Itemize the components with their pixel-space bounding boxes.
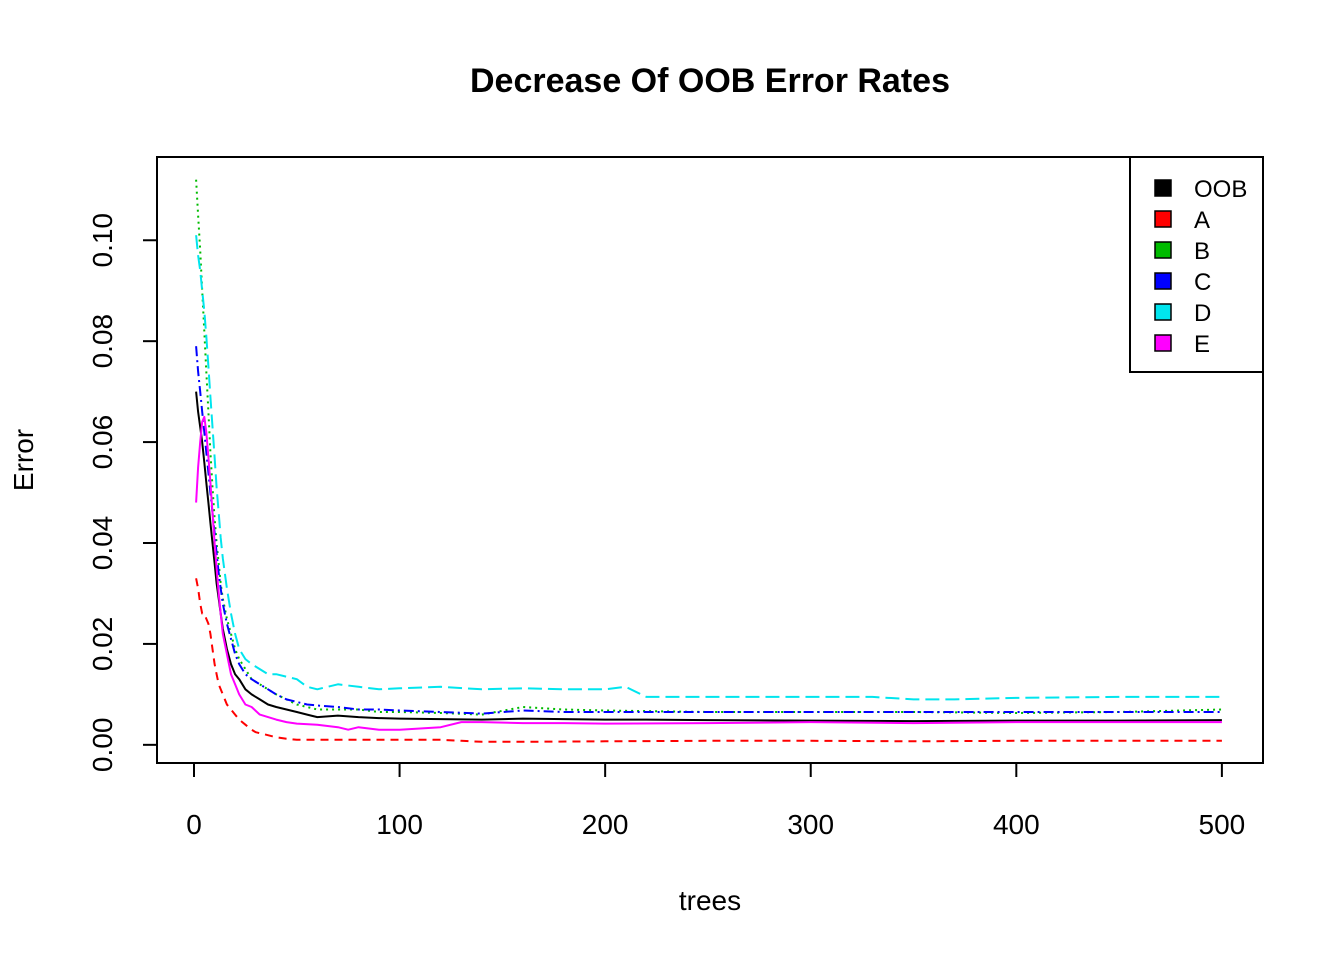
x-tick-label: 400	[993, 809, 1040, 840]
chart-title: Decrease Of OOB Error Rates	[470, 62, 950, 100]
legend-label-d: D	[1194, 300, 1211, 327]
legend-label-b: B	[1194, 238, 1210, 265]
y-tick-label: 0.10	[87, 213, 118, 268]
x-tick-label: 300	[787, 809, 834, 840]
y-tick-label: 0.00	[87, 718, 118, 773]
y-tick-label: 0.08	[87, 314, 118, 369]
x-tick-label: 500	[1199, 809, 1246, 840]
legend-label-e: E	[1194, 331, 1210, 358]
x-tick-label: 100	[376, 809, 423, 840]
legend-swatch-d	[1154, 303, 1172, 321]
y-axis-label: Error	[8, 429, 39, 491]
legend-label-a: A	[1194, 207, 1210, 234]
legend-label-oob: OOB	[1194, 176, 1247, 203]
series-line-b	[195, 179, 1222, 716]
series-line-c	[195, 346, 1222, 715]
x-tick-label: 200	[582, 809, 629, 840]
series-line-d	[195, 235, 1222, 701]
series-line-e	[195, 415, 1222, 731]
plot-frame	[156, 156, 1264, 764]
y-tick-label: 0.02	[87, 617, 118, 672]
legend-label-c: C	[1194, 269, 1211, 296]
legend-swatch-oob	[1154, 179, 1172, 197]
series-line-a	[195, 578, 1222, 743]
legend-swatch-c	[1154, 272, 1172, 290]
x-axis: 0 100 200 300 400 500	[186, 762, 1246, 840]
legend-box	[1129, 156, 1264, 373]
x-axis-label: trees	[679, 885, 741, 916]
legend-swatch-a	[1154, 210, 1172, 228]
series-layer	[195, 179, 1222, 743]
y-tick-label: 0.06	[87, 415, 118, 470]
x-tick-label: 0	[186, 809, 202, 840]
legend-swatch-e	[1154, 334, 1172, 352]
legend-swatch-b	[1154, 241, 1172, 259]
series-line-oob	[195, 391, 1222, 723]
y-tick-label: 0.04	[87, 516, 118, 571]
y-axis: 0.00 0.02 0.04 0.06 0.08 0.10	[87, 213, 158, 773]
